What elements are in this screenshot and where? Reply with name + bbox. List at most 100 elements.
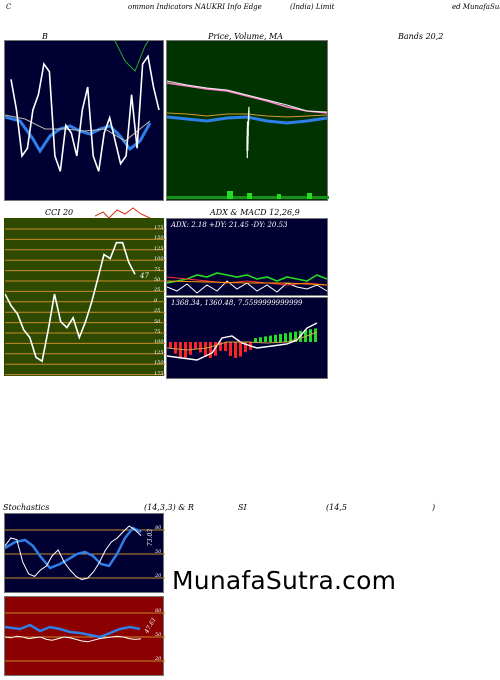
- stoch-white-line: [5, 525, 142, 581]
- panel-title-adx-macd: ADX & MACD 12,26,9: [210, 208, 300, 217]
- cci-top-red-line: [95, 207, 151, 219]
- macd-signal-line: [167, 331, 318, 351]
- rsi-white-line: [5, 635, 142, 643]
- cci-white-line: [5, 241, 136, 363]
- adx-orange-line: [167, 280, 328, 286]
- macd-histogram-bar: [259, 337, 262, 342]
- cci-tick-label: 125: [154, 349, 164, 356]
- panel-title-si: SI: [238, 503, 247, 512]
- panel-title-stoch-params: (14,3,3) & R: [144, 503, 194, 512]
- volume-bars: [167, 191, 329, 199]
- bollinger-price-line: [10, 54, 160, 172]
- cci-chart: [5, 228, 165, 376]
- macd-histogram-bar: [234, 342, 237, 358]
- header-right: ed MunafaSutra: [452, 3, 500, 11]
- macd-histogram-bar: [264, 336, 267, 342]
- macd-histogram-bar: [194, 342, 197, 350]
- rsi-tick-label: 20: [155, 656, 162, 662]
- macd-histogram-bar: [219, 342, 222, 351]
- macd-histogram-bar: [239, 342, 242, 357]
- volume-bar: [277, 194, 281, 199]
- macd-histogram-bar: [274, 334, 277, 342]
- watermark-text: MunafaSutra.com: [172, 566, 397, 595]
- ma-blue-thick-line: [167, 115, 328, 125]
- rsi-tick-label: 80: [155, 608, 162, 614]
- bollinger-mid-line: [5, 114, 151, 142]
- cci-tick-label: 100: [154, 339, 164, 346]
- macd-chart: [167, 322, 318, 361]
- volume-bar: [247, 193, 252, 199]
- adx-chart: [167, 272, 328, 294]
- macd-histogram-bar: [189, 342, 192, 355]
- macd-histogram-bar: [279, 334, 282, 342]
- panel-title-stoch: Stochastics: [3, 503, 50, 512]
- adx-green-line: [167, 272, 328, 284]
- header-title: ommon Indicators NAUKRI Info Edge: [128, 3, 262, 11]
- rsi-chart: [5, 612, 165, 662]
- macd-histogram-bar: [309, 329, 312, 342]
- macd-white-line: [167, 322, 318, 361]
- macd-histogram-bar: [174, 342, 177, 354]
- panel-title-price: Price, Volume, MA: [208, 32, 284, 41]
- macd-values-label: 1368.34, 1360.48, 7.5599999999999: [171, 299, 303, 307]
- cci-tick-label: 25: [154, 287, 161, 294]
- price-chart: [167, 80, 329, 199]
- macd-histogram-bar: [289, 332, 292, 342]
- ma-orange-line: [167, 112, 328, 118]
- cci-tick-label: 175: [154, 225, 164, 231]
- cci-last-label: 47: [140, 272, 149, 280]
- panel-title-b: B: [42, 32, 48, 41]
- macd-histogram-bar: [284, 333, 287, 342]
- macd-histogram-bar: [199, 342, 202, 353]
- bollinger-upper-green-line: [114, 41, 149, 72]
- stoch-tick-label: 50: [155, 549, 162, 555]
- macd-histogram-bar: [224, 342, 227, 352]
- cci-tick-label: 75: [154, 329, 161, 335]
- macd-histogram-bar: [229, 342, 232, 356]
- ma-white-line: [167, 80, 328, 113]
- cci-grid: [5, 228, 165, 376]
- cci-tick-label: 50: [154, 277, 161, 283]
- macd-histogram-bar: [244, 342, 247, 353]
- stoch-last-label: 73.03: [147, 528, 155, 547]
- macd-histogram-bar: [169, 342, 172, 348]
- ma-pink-line: [167, 82, 328, 114]
- cci-tick-label: 50: [154, 318, 161, 325]
- macd-histogram-bar: [204, 342, 207, 357]
- bollinger-panel: [4, 40, 164, 201]
- adx-values-label: ADX: 2.18 +DY: 21.45 -DY: 20.53: [171, 221, 288, 229]
- volume-bar: [227, 191, 233, 199]
- stoch-panel: [4, 513, 165, 593]
- price-white-line: [246, 106, 250, 159]
- macd-histogram-bar: [314, 328, 317, 342]
- cci-tick-label: 100: [154, 256, 164, 263]
- bollinger-chart: [5, 41, 160, 172]
- rsi-blue-line: [5, 623, 141, 639]
- stoch-tick-label: 20: [155, 573, 162, 579]
- price-panel: [166, 40, 329, 201]
- panel-title-cci: CCI 20: [45, 208, 74, 217]
- stoch-chart: [5, 525, 165, 581]
- panel-title-rsi-close: ): [432, 503, 436, 512]
- volume-bar: [307, 193, 312, 199]
- adx-panel: ADX: 2.18 +DY: 21.45 -DY: 20.53: [166, 218, 328, 296]
- cci-tick-label: 75: [154, 266, 161, 273]
- cci-tick-label: 0: [154, 297, 158, 304]
- macd-histogram-bar: [254, 338, 257, 342]
- panel-title-rsi-params: (14,5: [326, 503, 347, 512]
- stoch-blue-line: [5, 526, 142, 570]
- rsi-tick-label: 50: [155, 632, 162, 638]
- macd-histogram-bar: [209, 342, 212, 358]
- panel-title-bands: Bands 20,2: [398, 32, 444, 41]
- header-mid: (India) Limit: [290, 3, 335, 11]
- macd-histogram-bar: [294, 331, 297, 342]
- cci-tick-label: 150: [154, 360, 164, 367]
- cci-tick-label: 150: [154, 235, 164, 242]
- macd-histogram-bar: [269, 335, 272, 342]
- macd-panel: 1368.34, 1360.48, 7.5599999999999: [166, 297, 328, 379]
- cci-tick-label: 125: [154, 245, 164, 252]
- rsi-panel: [4, 596, 165, 676]
- cci-panel: [4, 218, 165, 376]
- cci-tick-label: 175: [154, 370, 164, 377]
- stoch-tick-label: 80: [155, 525, 162, 531]
